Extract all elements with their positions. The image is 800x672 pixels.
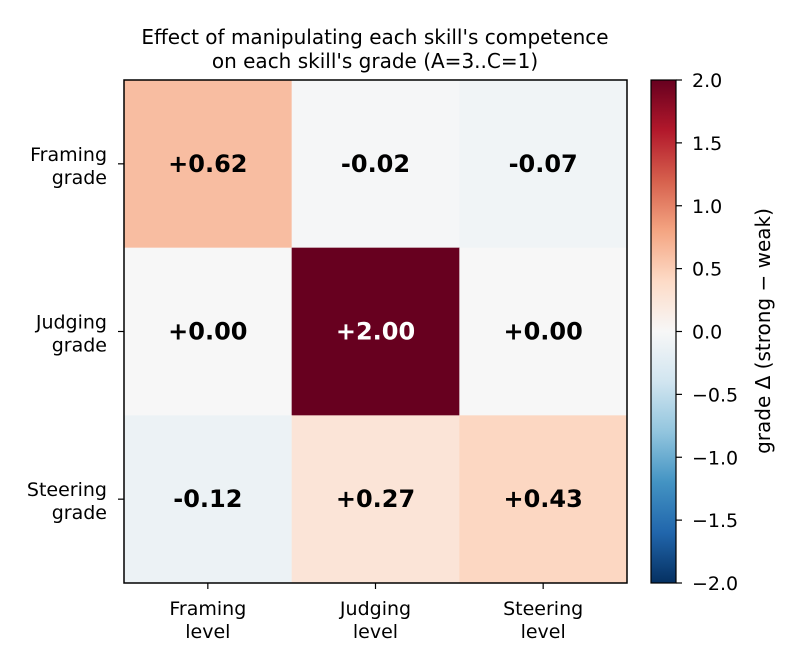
colorbar: [650, 79, 677, 584]
colorbar-tick-label: −2.0: [692, 573, 738, 595]
y-tick-label: grade: [52, 502, 107, 524]
chart-title-line-1: Effect of manipulating each skill's comp…: [141, 25, 608, 49]
heatmap-cell-label: +0.62: [168, 150, 247, 178]
heatmap-cell-label: -0.07: [509, 150, 578, 178]
colorbar-tick-label: 0.5: [692, 259, 722, 281]
y-tick-label: grade: [52, 167, 107, 189]
heatmap-cell: [291, 415, 460, 584]
heatmap-cell-label: +0.43: [504, 485, 583, 513]
heatmap-cell: [124, 415, 293, 584]
x-tick-label: Framing: [169, 598, 246, 620]
x-tick-label: Judging: [339, 598, 411, 620]
heatmap-cell: [124, 247, 293, 416]
heatmap-cell: [124, 80, 293, 249]
heatmap-cell-label: +2.00: [336, 318, 415, 346]
y-tick-label: Steering: [27, 479, 107, 501]
colorbar-ticks: 2.0 1.5 1.0 0.5 0.0 −0.5 −1.0 −1.5 −2.0: [676, 70, 738, 595]
colorbar-tick-label: 2.0: [692, 70, 722, 92]
heatmap-cell-label: +0.27: [336, 485, 415, 513]
y-tick-label: grade: [52, 335, 107, 357]
colorbar-tick-label: 1.5: [692, 133, 722, 155]
y-tick-label: Judging: [35, 312, 107, 334]
colorbar-tick-label: −0.5: [692, 384, 738, 406]
colorbar-tick-label: 0.0: [692, 322, 722, 344]
x-tick-label: level: [185, 621, 230, 643]
x-tick-label: level: [521, 621, 566, 643]
x-tick-label: Steering: [503, 598, 583, 620]
heatmap-cell: [459, 80, 628, 249]
y-tick-label: Framing: [30, 144, 107, 166]
x-tick-label: level: [353, 621, 398, 643]
colorbar-tick-label: 1.0: [692, 196, 722, 218]
heatmap-cell: [459, 247, 628, 416]
colorbar-tick-label: −1.0: [692, 447, 738, 469]
heatmap-cell: [291, 80, 460, 249]
heatmap-cell-label: +0.00: [168, 318, 247, 346]
heatmap-cell: [459, 415, 628, 584]
colorbar-tick-label: −1.5: [692, 510, 738, 532]
colorbar-label: grade Δ (strong − weak): [751, 208, 775, 454]
chart-title-line-2: on each skill's grade (A=3..C=1): [212, 49, 538, 73]
heatmap-cell-label: -0.12: [173, 485, 242, 513]
heatmap-cell-label: -0.02: [341, 150, 410, 178]
heatmap-cell-label: +0.00: [504, 318, 583, 346]
heatmap-cell: [291, 247, 460, 416]
heatmap-cells: +0.62 -0.02 -0.07 +0.00 +2.00 +0.00 -0.12 +0.27…: [124, 80, 628, 584]
